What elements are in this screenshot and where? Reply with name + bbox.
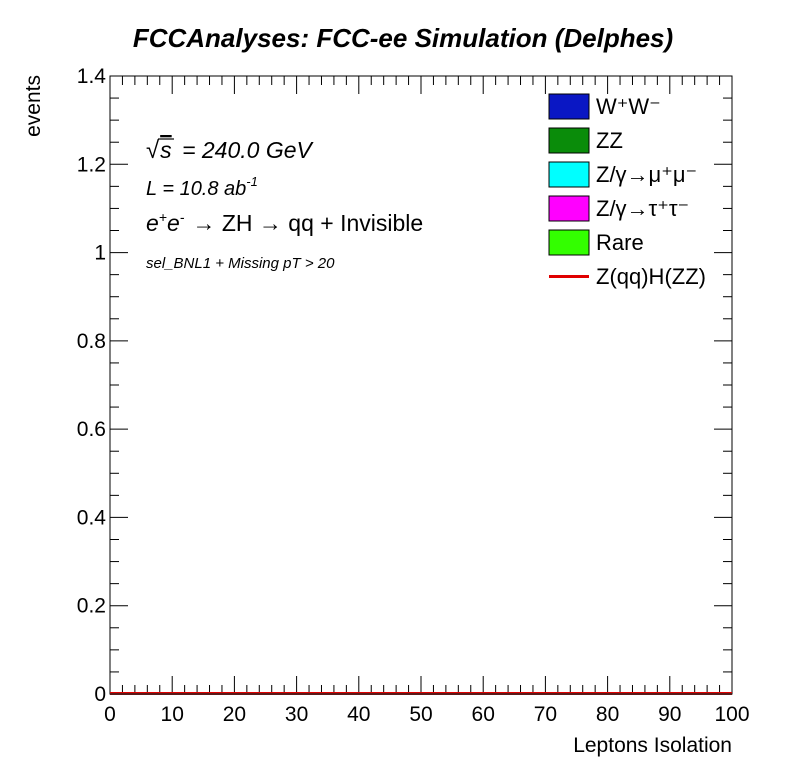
y-tick-label: 0 — [94, 683, 106, 706]
x-tick-label: 30 — [285, 703, 308, 726]
y-tick-label: 0.6 — [77, 418, 106, 441]
axis-ticks: 0 10 20 30 40 50 60 70 80 90 100 0 0.2 0.4 0.6 0.8 1 1.2 1… — [77, 65, 750, 726]
x-tick-label: 40 — [347, 703, 370, 726]
x-tick-label: 50 — [409, 703, 432, 726]
y-tick-label: 0.2 — [77, 595, 106, 618]
legend-label: Z/γ→μ⁺μ⁻ — [596, 162, 697, 187]
svg-text:√s = 240.0 GeV: √s = 240.0 GeV — [146, 137, 315, 164]
legend-swatch — [548, 127, 590, 154]
legend-swatch — [548, 229, 590, 256]
legend-swatch — [548, 195, 590, 222]
legend-label: ZZ — [596, 128, 623, 153]
x-tick-label: 70 — [534, 703, 557, 726]
legend-swatch — [548, 93, 590, 120]
x-tick-label: 10 — [161, 703, 184, 726]
chart-title: FCCAnalyses: FCC-ee Simulation (Delphes) — [133, 23, 673, 53]
legend-label: Rare — [596, 230, 644, 255]
legend: W⁺W⁻ ZZ Z/γ→μ⁺μ⁻ Z/γ→τ⁺τ⁻ Rare Z(qq)H(ZZ) — [548, 93, 706, 289]
annotation-sqrt-s: √s = 240.0 GeV — [146, 137, 315, 164]
legend-label: Z(qq)H(ZZ) — [596, 264, 706, 289]
data-layer — [110, 692, 732, 695]
annotation-lumi: L = 10.8 ab-1 — [146, 174, 258, 200]
y-tick-label: 1.2 — [77, 153, 106, 176]
x-tick-label: 60 — [472, 703, 495, 726]
svg-text:L = 10.8 ab-1: L = 10.8 ab-1 — [146, 174, 258, 200]
svg-text:e+e-→ ZH → qq + Invisible: e+e- → ZH → qq + Invisible — [146, 209, 423, 236]
x-tick-label: 20 — [223, 703, 246, 726]
x-axis-label: Leptons Isolation — [573, 734, 732, 757]
legend-label: W⁺W⁻ — [596, 94, 661, 119]
y-tick-label: 0.8 — [77, 330, 106, 353]
y-axis-label: events — [22, 75, 45, 137]
legend-label: Z/γ→τ⁺τ⁻ — [596, 196, 689, 221]
legend-swatch — [548, 161, 590, 188]
x-tick-label: 0 — [104, 703, 116, 726]
y-tick-label: 1.4 — [77, 65, 107, 88]
annotation-selection: sel_BNL1 + Missing pT > 20 — [146, 255, 335, 272]
y-tick-label: 1 — [94, 242, 106, 265]
x-tick-label: 100 — [714, 703, 749, 726]
annotation-process: e+e- → ZH → qq + Invisible — [146, 209, 423, 236]
x-tick-label: 80 — [596, 703, 619, 726]
y-tick-label: 0.4 — [77, 506, 107, 529]
x-tick-label: 90 — [658, 703, 681, 726]
